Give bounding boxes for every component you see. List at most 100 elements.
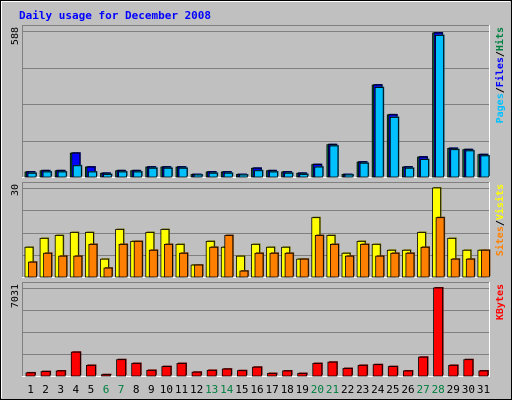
x-tick-label-day-28: 28 xyxy=(432,383,445,396)
x-tick-label-day-14: 14 xyxy=(220,383,234,396)
x-tick-label-day-8: 8 xyxy=(133,383,140,396)
x-tick-label-day-30: 30 xyxy=(462,383,475,396)
bar-pages-day-11 xyxy=(178,167,188,178)
bar-kbytes-day-24 xyxy=(372,363,384,377)
bar xyxy=(103,267,113,278)
bar xyxy=(420,159,429,178)
bar-pages-day-12 xyxy=(193,174,204,178)
x-tick-label-day-15: 15 xyxy=(235,383,248,396)
bar xyxy=(345,255,354,278)
bar-kbytes-day-9 xyxy=(146,369,157,377)
bar-kbytes-day-27 xyxy=(418,356,429,377)
bar-kbytes-day-30 xyxy=(463,358,474,377)
bar xyxy=(389,117,399,178)
bar xyxy=(148,167,158,178)
bar-sites-day-19 xyxy=(299,258,310,278)
bar-kbytes-day-6 xyxy=(101,373,112,377)
bar xyxy=(387,366,398,377)
bar-pages-day-23 xyxy=(359,162,370,178)
bar xyxy=(239,270,249,278)
bar xyxy=(148,249,158,278)
bar-sites-day-16 xyxy=(254,252,264,278)
bar xyxy=(404,167,414,178)
bar-kbytes-day-5 xyxy=(86,364,97,377)
x-tick-label-day-13: 13 xyxy=(205,383,218,396)
bar xyxy=(55,370,66,377)
series-sites xyxy=(28,216,491,278)
bar-sites-day-18 xyxy=(284,252,295,278)
bar-kbytes-day-4 xyxy=(70,351,82,377)
bar-kbytes-day-28 xyxy=(433,287,444,377)
bar-pages-day-10 xyxy=(163,167,173,178)
y-axis-max-label: 7031 xyxy=(10,284,21,308)
bar xyxy=(450,149,460,178)
bar xyxy=(282,370,293,377)
bar xyxy=(327,361,338,377)
chart-title: Daily usage for December 2008 xyxy=(19,9,211,22)
bar xyxy=(269,252,279,278)
bar-sites-day-10 xyxy=(163,243,174,278)
bar xyxy=(86,364,96,377)
bar-sites-day-31 xyxy=(480,249,491,278)
bar-kbytes-day-26 xyxy=(402,370,414,377)
x-tick-label-day-31: 31 xyxy=(477,383,490,396)
bar xyxy=(163,243,173,278)
bar xyxy=(118,171,127,178)
bar xyxy=(254,170,263,178)
x-tick-label-day-21: 21 xyxy=(326,383,339,396)
bar xyxy=(284,252,294,278)
bar-kbytes-day-10 xyxy=(161,365,172,377)
x-tick-label-day-17: 17 xyxy=(265,383,278,396)
bar-pages-day-24 xyxy=(374,86,385,178)
x-tick-label-day-12: 12 xyxy=(190,383,203,396)
bar-sites-day-12 xyxy=(194,264,204,278)
bar xyxy=(40,371,51,377)
bar xyxy=(372,364,383,377)
bar xyxy=(131,363,142,377)
series-kbytes xyxy=(25,287,489,377)
legend-entry: Visits xyxy=(494,184,506,220)
panel-kbytes: 7031 KBytes xyxy=(10,282,506,377)
bar xyxy=(314,235,324,278)
bar-pages-day-16 xyxy=(254,169,264,178)
bar xyxy=(57,171,67,178)
bar-kbytes-day-25 xyxy=(387,365,399,377)
bar-pages-day-9 xyxy=(148,167,158,178)
bar xyxy=(70,351,81,377)
bar-kbytes-day-7 xyxy=(116,358,127,377)
bar-sites-day-28 xyxy=(435,216,446,278)
bar-pages-day-21 xyxy=(329,145,339,178)
bar-kbytes-day-2 xyxy=(40,370,52,377)
bar xyxy=(360,243,370,278)
bar xyxy=(297,373,308,377)
bar xyxy=(103,174,112,178)
bar-sites-day-27 xyxy=(420,246,430,278)
bar xyxy=(179,252,188,278)
bar-sites-day-7 xyxy=(118,243,129,278)
bar-sites-day-29 xyxy=(450,258,461,278)
bar xyxy=(375,255,385,278)
bar xyxy=(116,359,126,377)
bar-pages-day-22 xyxy=(344,174,354,178)
bar-pages-day-13 xyxy=(208,172,219,178)
bar-pages-day-4 xyxy=(72,164,83,178)
bar-pages-day-7 xyxy=(118,171,128,178)
bar xyxy=(194,264,204,278)
bar-sites-day-13 xyxy=(209,246,219,278)
panel-background xyxy=(22,25,490,178)
x-tick-label-day-2: 2 xyxy=(42,383,49,396)
bar xyxy=(101,374,111,377)
bar xyxy=(252,366,262,377)
x-tick-label-day-10: 10 xyxy=(160,383,173,396)
x-axis-tick-labels: 1 2 3 4 5 6 7 8 9 10 11 12 13 14 15 16 17 18 19 20 21 22 23 24 2… xyxy=(27,383,490,396)
bar xyxy=(146,369,157,377)
bar-kbytes-day-29 xyxy=(448,364,459,377)
panel-legend: KBytes xyxy=(495,284,506,320)
bar xyxy=(28,261,37,278)
bar-kbytes-day-15 xyxy=(236,369,248,377)
bar xyxy=(58,255,68,278)
bar-pages-day-2 xyxy=(42,171,53,178)
x-tick-label-day-29: 29 xyxy=(447,383,460,396)
bar xyxy=(118,243,128,278)
bar xyxy=(209,246,219,278)
